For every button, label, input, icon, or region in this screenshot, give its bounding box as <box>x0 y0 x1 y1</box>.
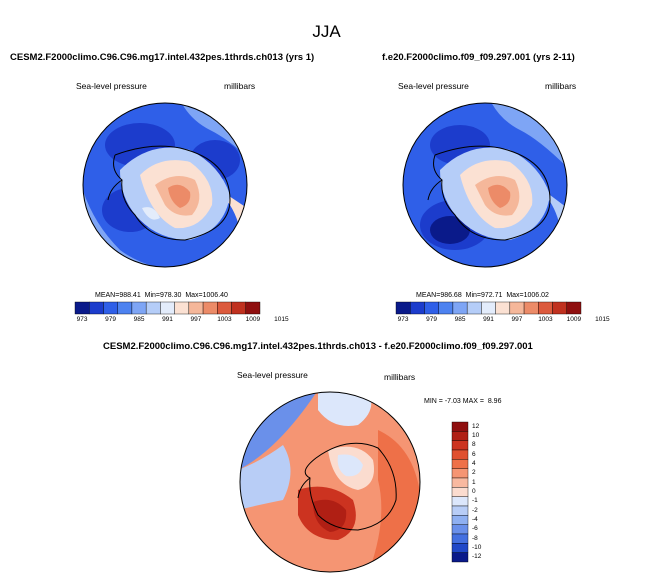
colorbar-swatch <box>160 301 175 315</box>
colorbar-tick-label: 991 <box>483 316 494 323</box>
colorbar-swatch <box>566 301 582 315</box>
colorbar-tick-label: 1009 <box>566 316 582 323</box>
panel-3-stats: MIN = -7.03 MAX = 8.96 <box>424 398 502 405</box>
colorbar-swatch <box>451 431 469 441</box>
panel-3-header: CESM2.F2000climo.C96.C96.mg17.intel.432p… <box>103 341 533 352</box>
colorbar-swatch <box>451 496 469 507</box>
colorbar-tick-label: 4 <box>472 460 476 467</box>
colorbar-swatch <box>451 468 469 479</box>
colorbar-tick-label: 2 <box>472 469 476 477</box>
colorbar-swatch <box>452 301 468 315</box>
colorbar-swatch <box>231 301 246 315</box>
colorbar-tick-label: 991 <box>162 316 173 323</box>
colorbar-swatch <box>174 301 190 315</box>
colorbar-tick-label: 8 <box>472 441 476 449</box>
panel-3-variable: Sea-level pressure <box>237 370 308 380</box>
colorbar-swatch <box>466 301 482 315</box>
colorbar-tick-label: 985 <box>133 316 145 323</box>
colorbar-swatch <box>451 421 469 432</box>
panel-3-units: millibars <box>384 372 416 382</box>
panel-3-colorbar <box>451 421 469 563</box>
colorbar-swatch <box>245 301 261 315</box>
colorbar-swatch <box>451 459 469 469</box>
colorbar-tick-label: 979 <box>426 316 437 323</box>
colorbar-tick-label: -10 <box>472 544 482 551</box>
colorbar-swatch <box>117 301 133 315</box>
colorbar-tick-label: 1009 <box>245 316 261 323</box>
colorbar-swatch <box>89 301 104 315</box>
colorbar-swatch <box>451 487 469 497</box>
panel-1-polar-map <box>82 102 248 268</box>
colorbar-tick-label: -1 <box>472 497 478 505</box>
panel-2-polar-map <box>402 102 568 268</box>
colorbar-tick-label: 973 <box>397 316 409 323</box>
colorbar-swatch <box>145 301 161 315</box>
colorbar-tick-label: 1015 <box>595 316 610 323</box>
colorbar-swatch <box>188 301 204 315</box>
panel-1-stats: MEAN=988.41 Min=978.30 Max=1006.40 <box>95 292 228 299</box>
colorbar-swatch <box>481 301 496 315</box>
colorbar-swatch <box>131 301 147 315</box>
colorbar-swatch <box>451 543 469 553</box>
colorbar-swatch <box>509 301 525 315</box>
panel-2-stats: MEAN=986.68 Min=972.71 Max=1006.02 <box>416 292 549 299</box>
colorbar-tick-label: 0 <box>472 488 476 495</box>
colorbar-swatch <box>451 449 469 460</box>
colorbar-tick-label: 997 <box>190 316 202 323</box>
colorbar-swatch <box>438 301 454 315</box>
colorbar-tick-label: -6 <box>472 525 478 533</box>
colorbar-tick-label: 12 <box>472 422 480 430</box>
colorbar-tick-label: 1015 <box>274 316 289 323</box>
panel-1-units: millibars <box>224 81 256 91</box>
colorbar-swatch <box>451 524 469 535</box>
colorbar-tick-label: -12 <box>472 553 482 561</box>
colorbar-swatch <box>538 301 553 315</box>
panel-3-polar-map <box>239 391 421 573</box>
colorbar-tick-label: 1003 <box>217 316 232 323</box>
panel-1-variable: Sea-level pressure <box>76 81 147 91</box>
page-title: JJA <box>312 22 341 41</box>
colorbar-tick-label: 1003 <box>538 316 553 323</box>
panel-2-header: f.e20.F2000climo.f09_f09.297.001 (yrs 2-… <box>382 52 575 63</box>
colorbar-swatch <box>103 301 118 315</box>
colorbar-swatch <box>451 505 469 516</box>
colorbar-swatch <box>217 301 232 315</box>
colorbar-swatch <box>451 552 469 563</box>
colorbar-swatch <box>552 301 567 315</box>
colorbar-tick-label: -2 <box>472 506 478 514</box>
colorbar-tick-label: 997 <box>511 316 523 323</box>
colorbar-swatch <box>395 301 411 315</box>
colorbar-tick-label: -4 <box>472 516 478 523</box>
colorbar-swatch <box>523 301 539 315</box>
panel-2-units: millibars <box>545 81 577 91</box>
colorbar-tick-label: 6 <box>472 450 476 458</box>
colorbar-tick-label: 10 <box>472 432 480 439</box>
colorbar-tick-label: 1 <box>472 478 476 486</box>
colorbar-swatch <box>495 301 511 315</box>
colorbar-swatch <box>451 533 469 544</box>
colorbar-swatch <box>451 515 469 525</box>
panel-1-header: CESM2.F2000climo.C96.C96.mg17.intel.432p… <box>10 52 315 63</box>
colorbar-tick-label: 985 <box>454 316 466 323</box>
panel-1-colorbar <box>74 301 261 315</box>
panel-2-colorbar <box>395 301 582 315</box>
colorbar-swatch <box>424 301 439 315</box>
colorbar-tick-label: 973 <box>76 316 88 323</box>
panel-2-variable: Sea-level pressure <box>398 81 469 91</box>
colorbar-swatch <box>202 301 218 315</box>
colorbar-swatch <box>451 440 469 451</box>
colorbar-tick-label: -8 <box>472 534 478 542</box>
colorbar-tick-label: 979 <box>105 316 116 323</box>
colorbar-swatch <box>410 301 425 315</box>
colorbar-swatch <box>451 477 469 488</box>
colorbar-swatch <box>74 301 90 315</box>
